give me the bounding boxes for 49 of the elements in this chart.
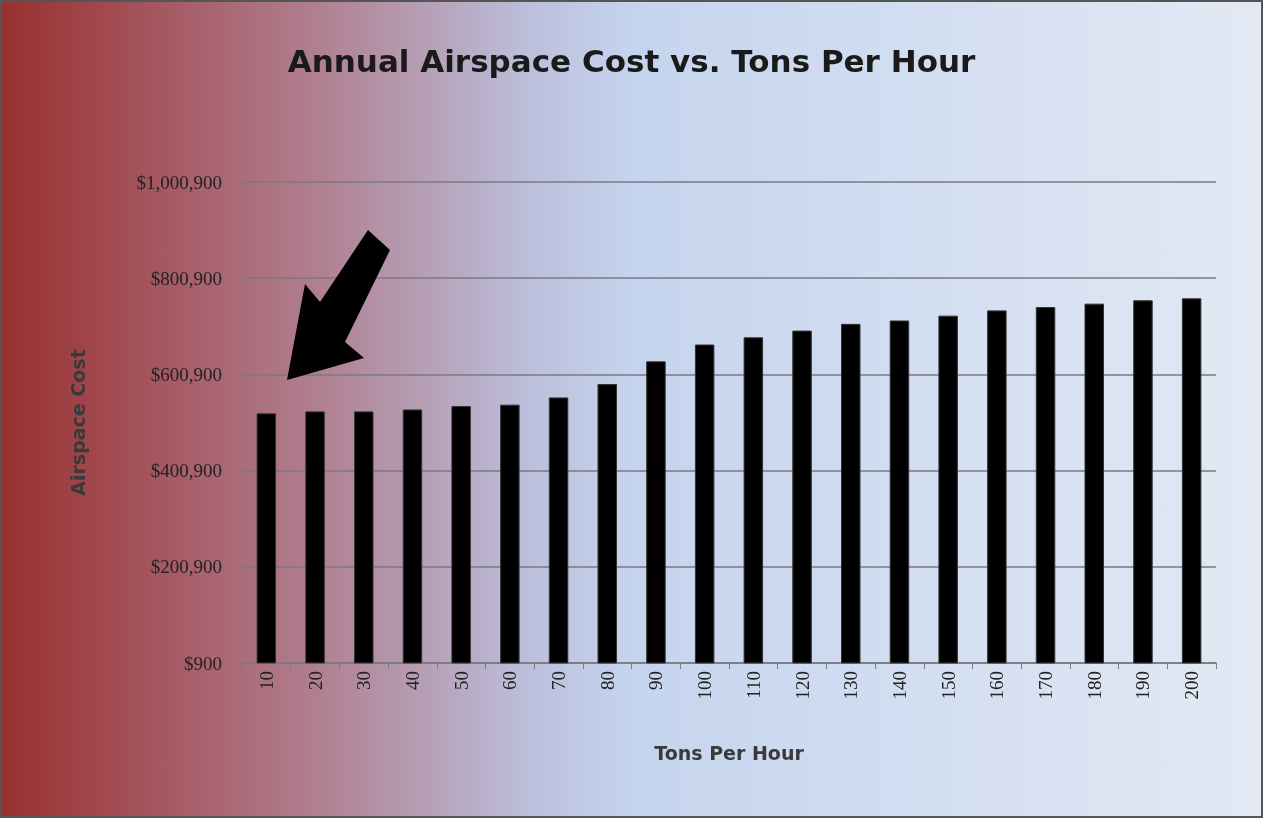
bar — [548, 397, 569, 664]
x-tick-label: 20 — [304, 671, 326, 690]
bar — [694, 344, 715, 664]
bar — [1035, 307, 1056, 664]
x-tick-label: 100 — [694, 671, 716, 700]
x-tick-label: 80 — [596, 671, 618, 690]
bar — [743, 337, 764, 664]
x-tick-label: 160 — [986, 671, 1008, 700]
bar — [451, 406, 471, 664]
y-tick-label: $900 — [184, 652, 222, 674]
bar — [938, 315, 958, 664]
bar — [500, 404, 520, 664]
bar — [1133, 300, 1153, 664]
y-axis-title: Airspace Cost — [66, 349, 89, 496]
x-tick-label: 120 — [791, 671, 813, 700]
x-tick-label: 130 — [840, 671, 862, 700]
y-tick-label: $1,000,900 — [136, 171, 222, 193]
bar — [889, 320, 910, 664]
bar — [792, 330, 812, 664]
x-axis-title: Tons Per Hour — [654, 741, 805, 764]
bar — [256, 413, 277, 664]
y-tick-label: $200,900 — [150, 556, 222, 578]
x-tick-label: 60 — [499, 671, 521, 690]
x-tick-label: 180 — [1083, 671, 1105, 700]
y-tick-label: $600,900 — [150, 363, 222, 385]
y-tick-label: $800,900 — [150, 267, 222, 289]
x-tick-label: 30 — [353, 671, 375, 690]
bar — [646, 361, 666, 664]
bar — [354, 411, 374, 664]
bar — [841, 323, 861, 664]
x-tick-label: 170 — [1035, 671, 1057, 700]
x-tick-label: 140 — [888, 671, 910, 700]
y-tick-label: $400,900 — [150, 460, 222, 482]
x-tick-label: 50 — [450, 671, 472, 690]
bar — [1181, 298, 1202, 664]
chart-title: Annual Airspace Cost vs. Tons Per Hour — [287, 42, 977, 79]
x-tick-label: 90 — [645, 671, 667, 690]
bar — [1084, 303, 1104, 664]
bar — [402, 409, 423, 664]
bar — [987, 310, 1007, 664]
x-tick-label: 40 — [401, 671, 423, 690]
x-tick-label: 190 — [1132, 671, 1154, 700]
bar — [305, 411, 325, 664]
x-tick-label: 200 — [1181, 671, 1203, 700]
x-tick-label: 150 — [937, 671, 959, 700]
x-tick-label: 70 — [548, 671, 570, 690]
bar — [597, 383, 617, 664]
x-tick-label: 10 — [255, 671, 277, 690]
x-tick-label: 110 — [742, 671, 764, 699]
